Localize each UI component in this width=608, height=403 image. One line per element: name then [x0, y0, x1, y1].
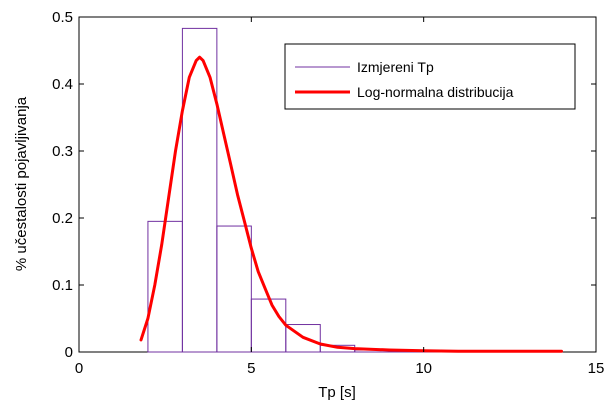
y-tick-label: 0.3: [52, 143, 73, 160]
histogram-bar: [181, 27, 218, 353]
y-tick-label: 0.4: [52, 76, 73, 93]
y-tick-label: 0: [65, 344, 73, 361]
x-tick-label: 5: [247, 360, 255, 377]
lognormal-curve: [139, 55, 563, 353]
legend-label-histogram: Izmjereni Tp: [357, 59, 434, 75]
x-tick-label: 15: [588, 360, 605, 377]
lognormal-curve-layer: [139, 55, 563, 353]
y-tick-label: 0.5: [52, 9, 73, 26]
histogram-bar: [216, 225, 252, 353]
x-axis-label: Tp [s]: [318, 384, 356, 401]
x-tick-label: 10: [415, 360, 432, 377]
axis-ticks: 0 0.1 0.2 0.3 0.4 0.5 0 5 10 15: [52, 9, 604, 377]
histogram-bar: [285, 324, 321, 353]
legend-box: [284, 43, 576, 110]
x-tick-label: 0: [75, 360, 83, 377]
legend: Izmjereni Tp Log-normalna distribucija: [284, 43, 576, 110]
y-tick-label: 0.2: [52, 210, 73, 227]
y-tick-label: 0.1: [52, 277, 73, 294]
y-axis-label: % učestalosti pojavljivanja: [13, 96, 30, 271]
legend-label-curve: Log-normalna distribucija: [357, 84, 514, 100]
